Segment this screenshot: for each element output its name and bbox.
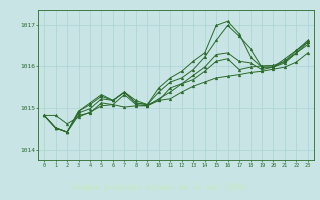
Text: Graphe pression niveau de la mer (hPa): Graphe pression niveau de la mer (hPa) bbox=[72, 182, 248, 192]
